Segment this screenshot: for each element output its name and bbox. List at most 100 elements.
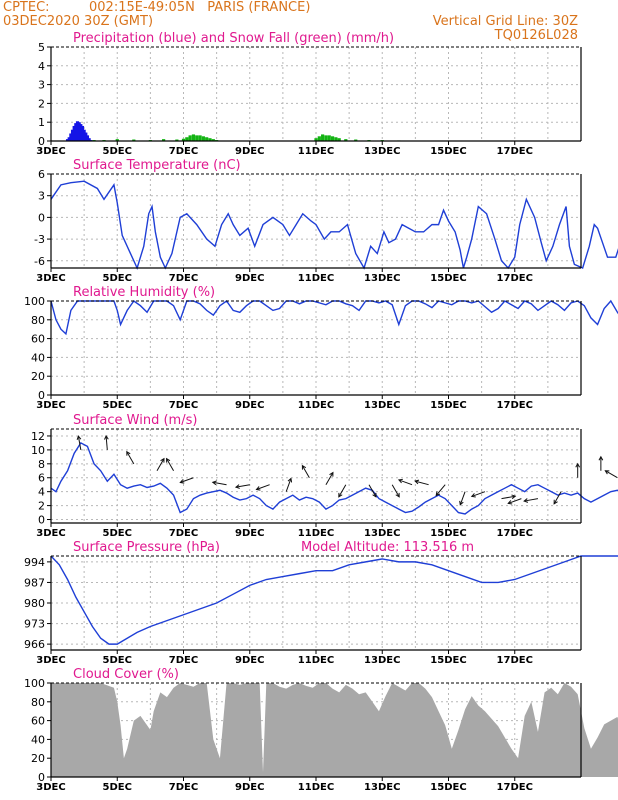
bar (82, 129, 86, 141)
wind-arrow-head (104, 434, 109, 440)
x-tick-label: 7DEC (169, 782, 198, 793)
x-tick-label: 13DEC (364, 400, 400, 411)
bar (181, 138, 186, 141)
x-tick-label: 11DEC (298, 400, 334, 411)
header: CPTEC: 002:15E-49:05N PARIS (FRANCE) 03D… (0, 0, 618, 44)
bar (354, 139, 358, 141)
y-tick-label: 966 (24, 638, 45, 651)
location-label: 002:15E-49:05N PARIS (FRANCE) (89, 0, 311, 15)
x-tick-label: 5DEC (103, 655, 132, 666)
y-tick-label: 60 (31, 715, 45, 728)
y-tick-label: 100 (24, 677, 45, 690)
wind-arrow (180, 477, 194, 483)
wind-arrow-head (126, 450, 131, 456)
x-tick-label: 7DEC (169, 146, 198, 157)
y-tick-label: 3 (38, 79, 45, 92)
panel-annotation: Model Altitude: 113.516 m (301, 540, 474, 555)
bar (70, 129, 75, 141)
wind-arrow-head (575, 462, 581, 468)
panel-title: Relative Humidity (%) (73, 285, 215, 300)
x-tick-label: 3DEC (36, 273, 65, 284)
x-tick-label: 11DEC (298, 146, 334, 157)
wind-arrow (435, 484, 446, 496)
bar (208, 138, 212, 141)
series-line (50, 180, 618, 270)
x-tick-label: 9DEC (235, 528, 264, 539)
wind-arrow-head (397, 478, 403, 484)
y-tick-label: 80 (31, 314, 45, 327)
wind-arrow-head (395, 492, 400, 498)
bar (162, 139, 166, 141)
x-tick-label: 9DEC (235, 400, 264, 411)
wind-arrow-head (179, 479, 185, 484)
cloud-cover-area (51, 683, 618, 777)
wind-arrow (471, 491, 486, 497)
bar (84, 132, 88, 141)
x-tick-label: 17DEC (497, 782, 533, 793)
bar (67, 137, 71, 141)
wind-arrow (105, 435, 108, 450)
y-tick-label: 10 (31, 444, 45, 457)
series-line (50, 299, 618, 336)
x-tick-label: 13DEC (364, 782, 400, 793)
wind-arrow-head (211, 480, 217, 486)
wind-arrow-head (507, 500, 513, 505)
y-tick-label: 2 (38, 97, 45, 110)
x-tick-label: 5DEC (103, 146, 132, 157)
bar (334, 137, 338, 141)
x-tick-label: 17DEC (497, 400, 533, 411)
y-tick-label: 2 (38, 500, 45, 513)
wind-arrow (256, 484, 270, 490)
wind-arrow (368, 484, 377, 498)
y-tick-label: 3 (38, 190, 45, 203)
x-tick-label: 17DEC (497, 655, 533, 666)
bar (317, 136, 321, 141)
y-tick-label: 80 (31, 696, 45, 709)
datetime-label: 03DEC2020 30Z (GMT) (3, 14, 154, 29)
wind-arrow (391, 484, 400, 498)
bar (344, 139, 348, 141)
bar (201, 136, 205, 141)
x-tick-label: 3DEC (36, 528, 65, 539)
y-tick-label: 4 (38, 486, 45, 499)
x-tick-label: 7DEC (169, 400, 198, 411)
panel-title: Surface Wind (m/s) (73, 413, 197, 428)
model-code-label: TQ0126L028 (494, 28, 578, 43)
x-tick-label: 13DEC (364, 528, 400, 539)
wind-arrow-head (372, 492, 377, 498)
bar (195, 135, 199, 141)
x-tick-label: 15DEC (430, 273, 466, 284)
x-tick-label: 3DEC (36, 400, 65, 411)
x-tick-label: 7DEC (169, 655, 198, 666)
wind-arrow-head (338, 492, 343, 498)
wind-arrow-head (459, 500, 464, 506)
bar (69, 133, 73, 141)
y-tick-label: 20 (31, 370, 45, 383)
wind-arrow (605, 470, 618, 479)
y-tick-label: 0 (38, 211, 45, 224)
bar (74, 123, 78, 141)
bar (87, 138, 91, 141)
x-tick-label: 9DEC (235, 273, 264, 284)
x-tick-label: 5DEC (103, 400, 132, 411)
bar (85, 135, 90, 141)
bar (321, 134, 325, 141)
wind-arrow-head (553, 499, 558, 505)
wind-arrow (156, 458, 165, 472)
wind-arrow-head (255, 486, 261, 491)
x-tick-label: 7DEC (169, 528, 198, 539)
x-tick-label: 5DEC (103, 782, 132, 793)
bar (211, 139, 215, 141)
wind-arrow-head (435, 491, 441, 497)
wind-arrow-head (523, 498, 529, 503)
bar (80, 125, 85, 141)
wind-arrow (508, 498, 522, 504)
x-tick-label: 17DEC (497, 146, 533, 157)
bar (72, 125, 76, 141)
y-tick-label: 0 (38, 771, 45, 784)
x-tick-label: 17DEC (497, 528, 533, 539)
x-tick-label: 7DEC (169, 273, 198, 284)
wind-arrow-head (511, 494, 517, 500)
wind-arrow (126, 451, 135, 465)
wind-arrow (524, 498, 539, 502)
